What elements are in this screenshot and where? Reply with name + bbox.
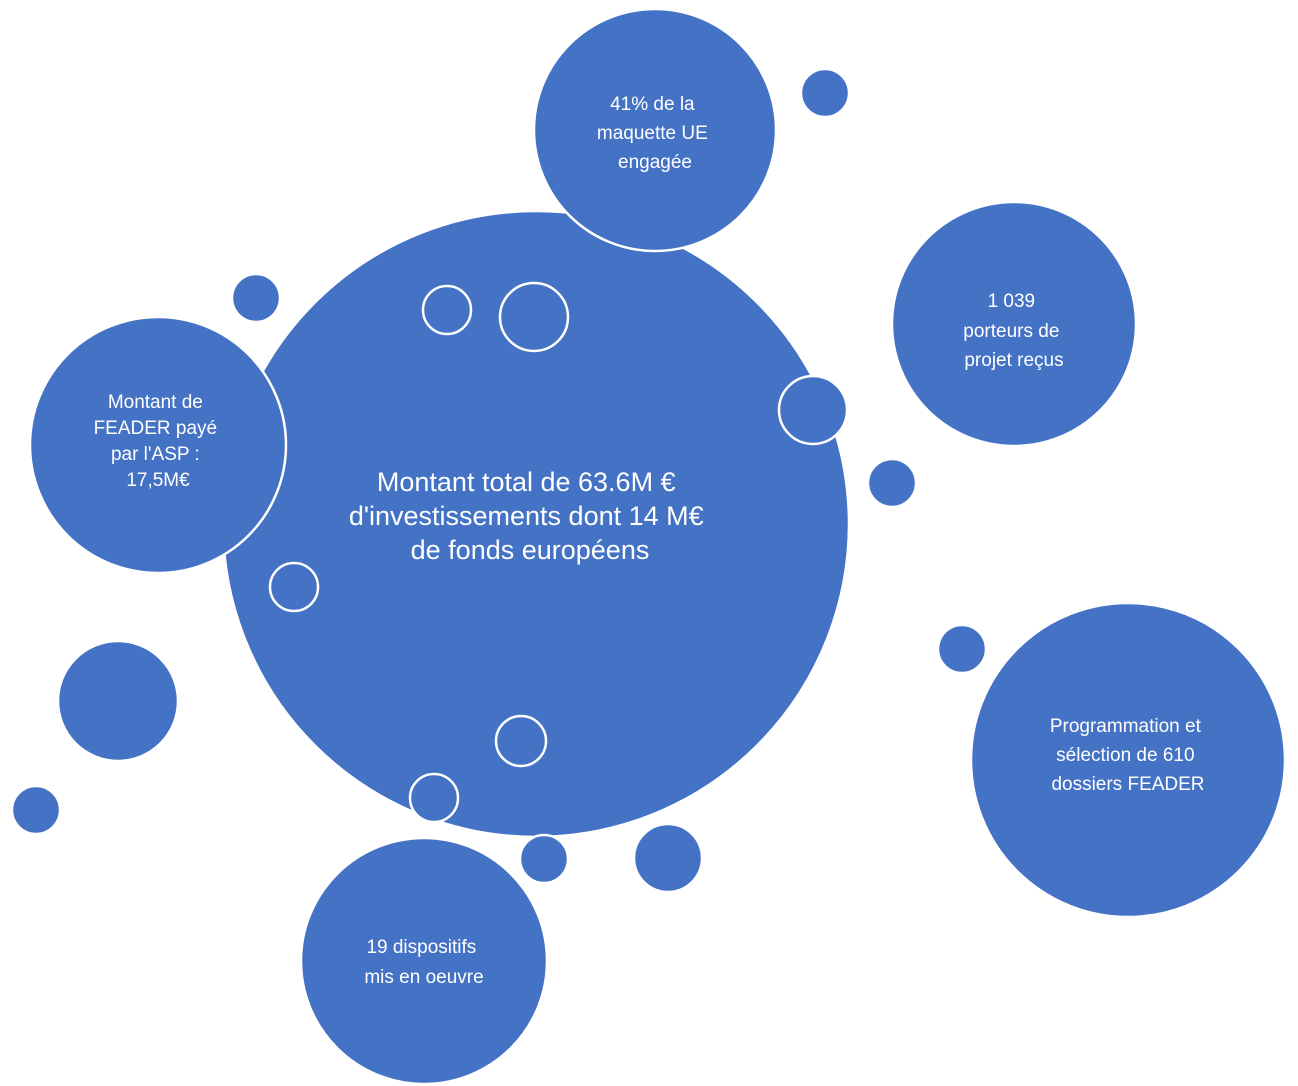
- decor-dot: [56, 639, 180, 763]
- feader-paye-line-3: par l'ASP :: [111, 444, 200, 465]
- central-line-3: de fonds européens: [411, 535, 650, 565]
- decor-ring: [498, 281, 570, 353]
- bubble-dispositifs: 19 dispositifs mis en oeuvre: [299, 836, 549, 1086]
- porteurs-line-3: projet reçus: [964, 350, 1063, 371]
- decor-ring: [777, 374, 849, 446]
- decor-dot: [632, 822, 704, 894]
- central-line-2: d'investissements dont 14 M€: [349, 501, 704, 531]
- maquette-line-3: engagée: [618, 152, 692, 173]
- programmation-line-1: Programmation et: [1050, 716, 1202, 737]
- feader-paye-line-2: FEADER payé: [94, 418, 218, 439]
- svg-text:19 dispositifs mis en oe: 19 dispositifs mis en oeuvre: [364, 937, 483, 988]
- programmation-line-3: dossiers FEADER: [1051, 774, 1204, 795]
- bubble-feader-paye: Montant de FEADER payé par l'ASP : 17,5M…: [28, 315, 288, 575]
- decor-dot: [936, 623, 988, 675]
- decor-ring: [494, 714, 548, 768]
- svg-text:41% de la maquette UE: 41% de la maquette UE engagée: [597, 94, 713, 173]
- feader-paye-line-4: 17,5M€: [126, 470, 190, 491]
- decor-ring: [408, 772, 460, 824]
- decor-dot: [10, 784, 62, 836]
- central-bubble: Montant total de 63.6M € d'investissemen…: [221, 209, 851, 839]
- svg-text:Programmation et sélecti: Programmation et sélection de 610 dossie…: [1050, 716, 1206, 795]
- central-line-1: Montant total de 63.6M €: [377, 467, 676, 497]
- decor-dot: [230, 272, 282, 324]
- porteurs-line-2: porteurs de: [963, 321, 1059, 342]
- maquette-line-1: 41% de la: [610, 94, 695, 115]
- porteurs-line-1: 1 039: [988, 291, 1036, 312]
- maquette-line-2: maquette UE: [597, 123, 708, 144]
- svg-text:1 039 porteurs de: 1 039 porteurs de projet reçus: [963, 291, 1064, 371]
- decor-dot: [799, 67, 851, 119]
- decor-dot: [518, 833, 570, 885]
- programmation-line-2: sélection de 610: [1056, 745, 1194, 766]
- decor-dot: [866, 457, 918, 509]
- decor-ring: [421, 284, 473, 336]
- dispositifs-line-2: mis en oeuvre: [364, 967, 483, 988]
- feader-paye-line-1: Montant de: [108, 392, 203, 413]
- dispositifs-line-1: 19 dispositifs: [366, 937, 476, 958]
- bubble-maquette: 41% de la maquette UE engagée: [532, 7, 778, 253]
- bubble-porteurs: 1 039 porteurs de projet reçus: [890, 200, 1138, 448]
- bubble-programmation: Programmation et sélection de 610 dossie…: [969, 601, 1287, 919]
- svg-text:Montant total de 63.6M €: Montant total de 63.6M € d'investissemen…: [349, 467, 711, 565]
- decor-ring: [268, 561, 320, 613]
- svg-text:Montant de FEADER payé: Montant de FEADER payé par l'ASP : 17,5M…: [94, 392, 223, 491]
